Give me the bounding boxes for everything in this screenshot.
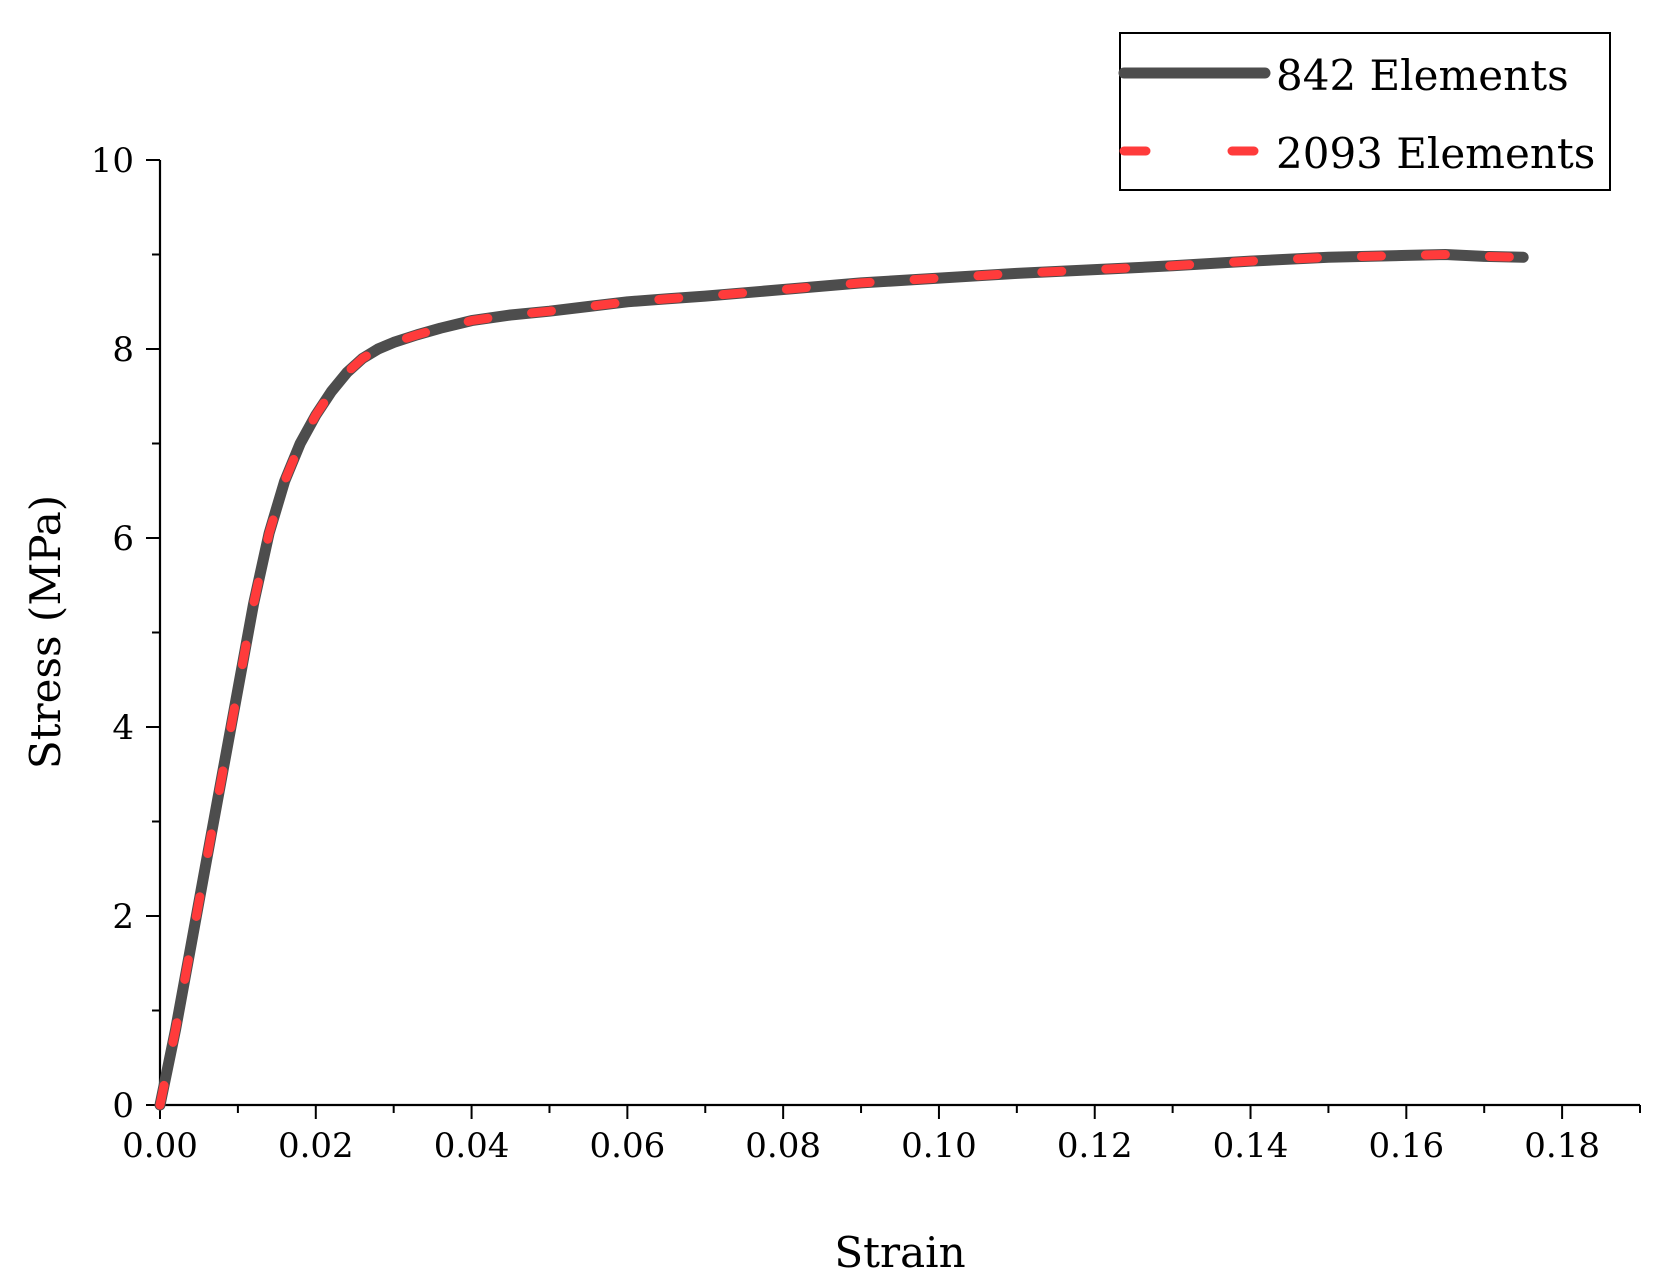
x-tick-label: 0.12 <box>1057 1126 1133 1166</box>
y-tick-label: 6 <box>112 519 134 559</box>
legend-box <box>1119 32 1611 191</box>
legend: 842 Elements 2093 Elements <box>1118 32 1611 191</box>
y-tick-label: 0 <box>112 1086 134 1126</box>
y-tick-label: 10 <box>91 141 134 181</box>
x-tick-label: 0.02 <box>278 1126 354 1166</box>
series-line-842-elements <box>154 249 1529 1111</box>
x-tick-label: 0.00 <box>122 1126 198 1166</box>
series-layer <box>154 249 1529 1111</box>
axes <box>158 160 1640 1107</box>
series-line-2093-elements <box>155 250 1528 1110</box>
x-tick-label: 0.10 <box>901 1126 977 1166</box>
x-axis-label: Strain <box>834 1228 965 1276</box>
legend-label-842-elements: 842 Elements <box>1276 51 1569 100</box>
x-tick-label: 0.08 <box>745 1126 821 1166</box>
y-tick-label: 2 <box>112 897 134 937</box>
x-tick-label: 0.04 <box>434 1126 510 1166</box>
ticks: 0.00 0.02 0.04 0.06 0.08 0.10 0.12 0.14 0.16 0.18… <box>91 141 1641 1166</box>
legend-label-2093-elements: 2093 Elements <box>1276 129 1595 178</box>
y-axis-label: Stress (MPa) <box>21 495 70 769</box>
x-tick-label: 0.18 <box>1524 1126 1600 1166</box>
x-tick-label: 0.14 <box>1213 1126 1289 1166</box>
y-tick-label: 4 <box>112 708 134 748</box>
x-tick-label: 0.06 <box>590 1126 666 1166</box>
y-tick-label: 8 <box>112 330 134 370</box>
x-tick-label: 0.16 <box>1368 1126 1444 1166</box>
